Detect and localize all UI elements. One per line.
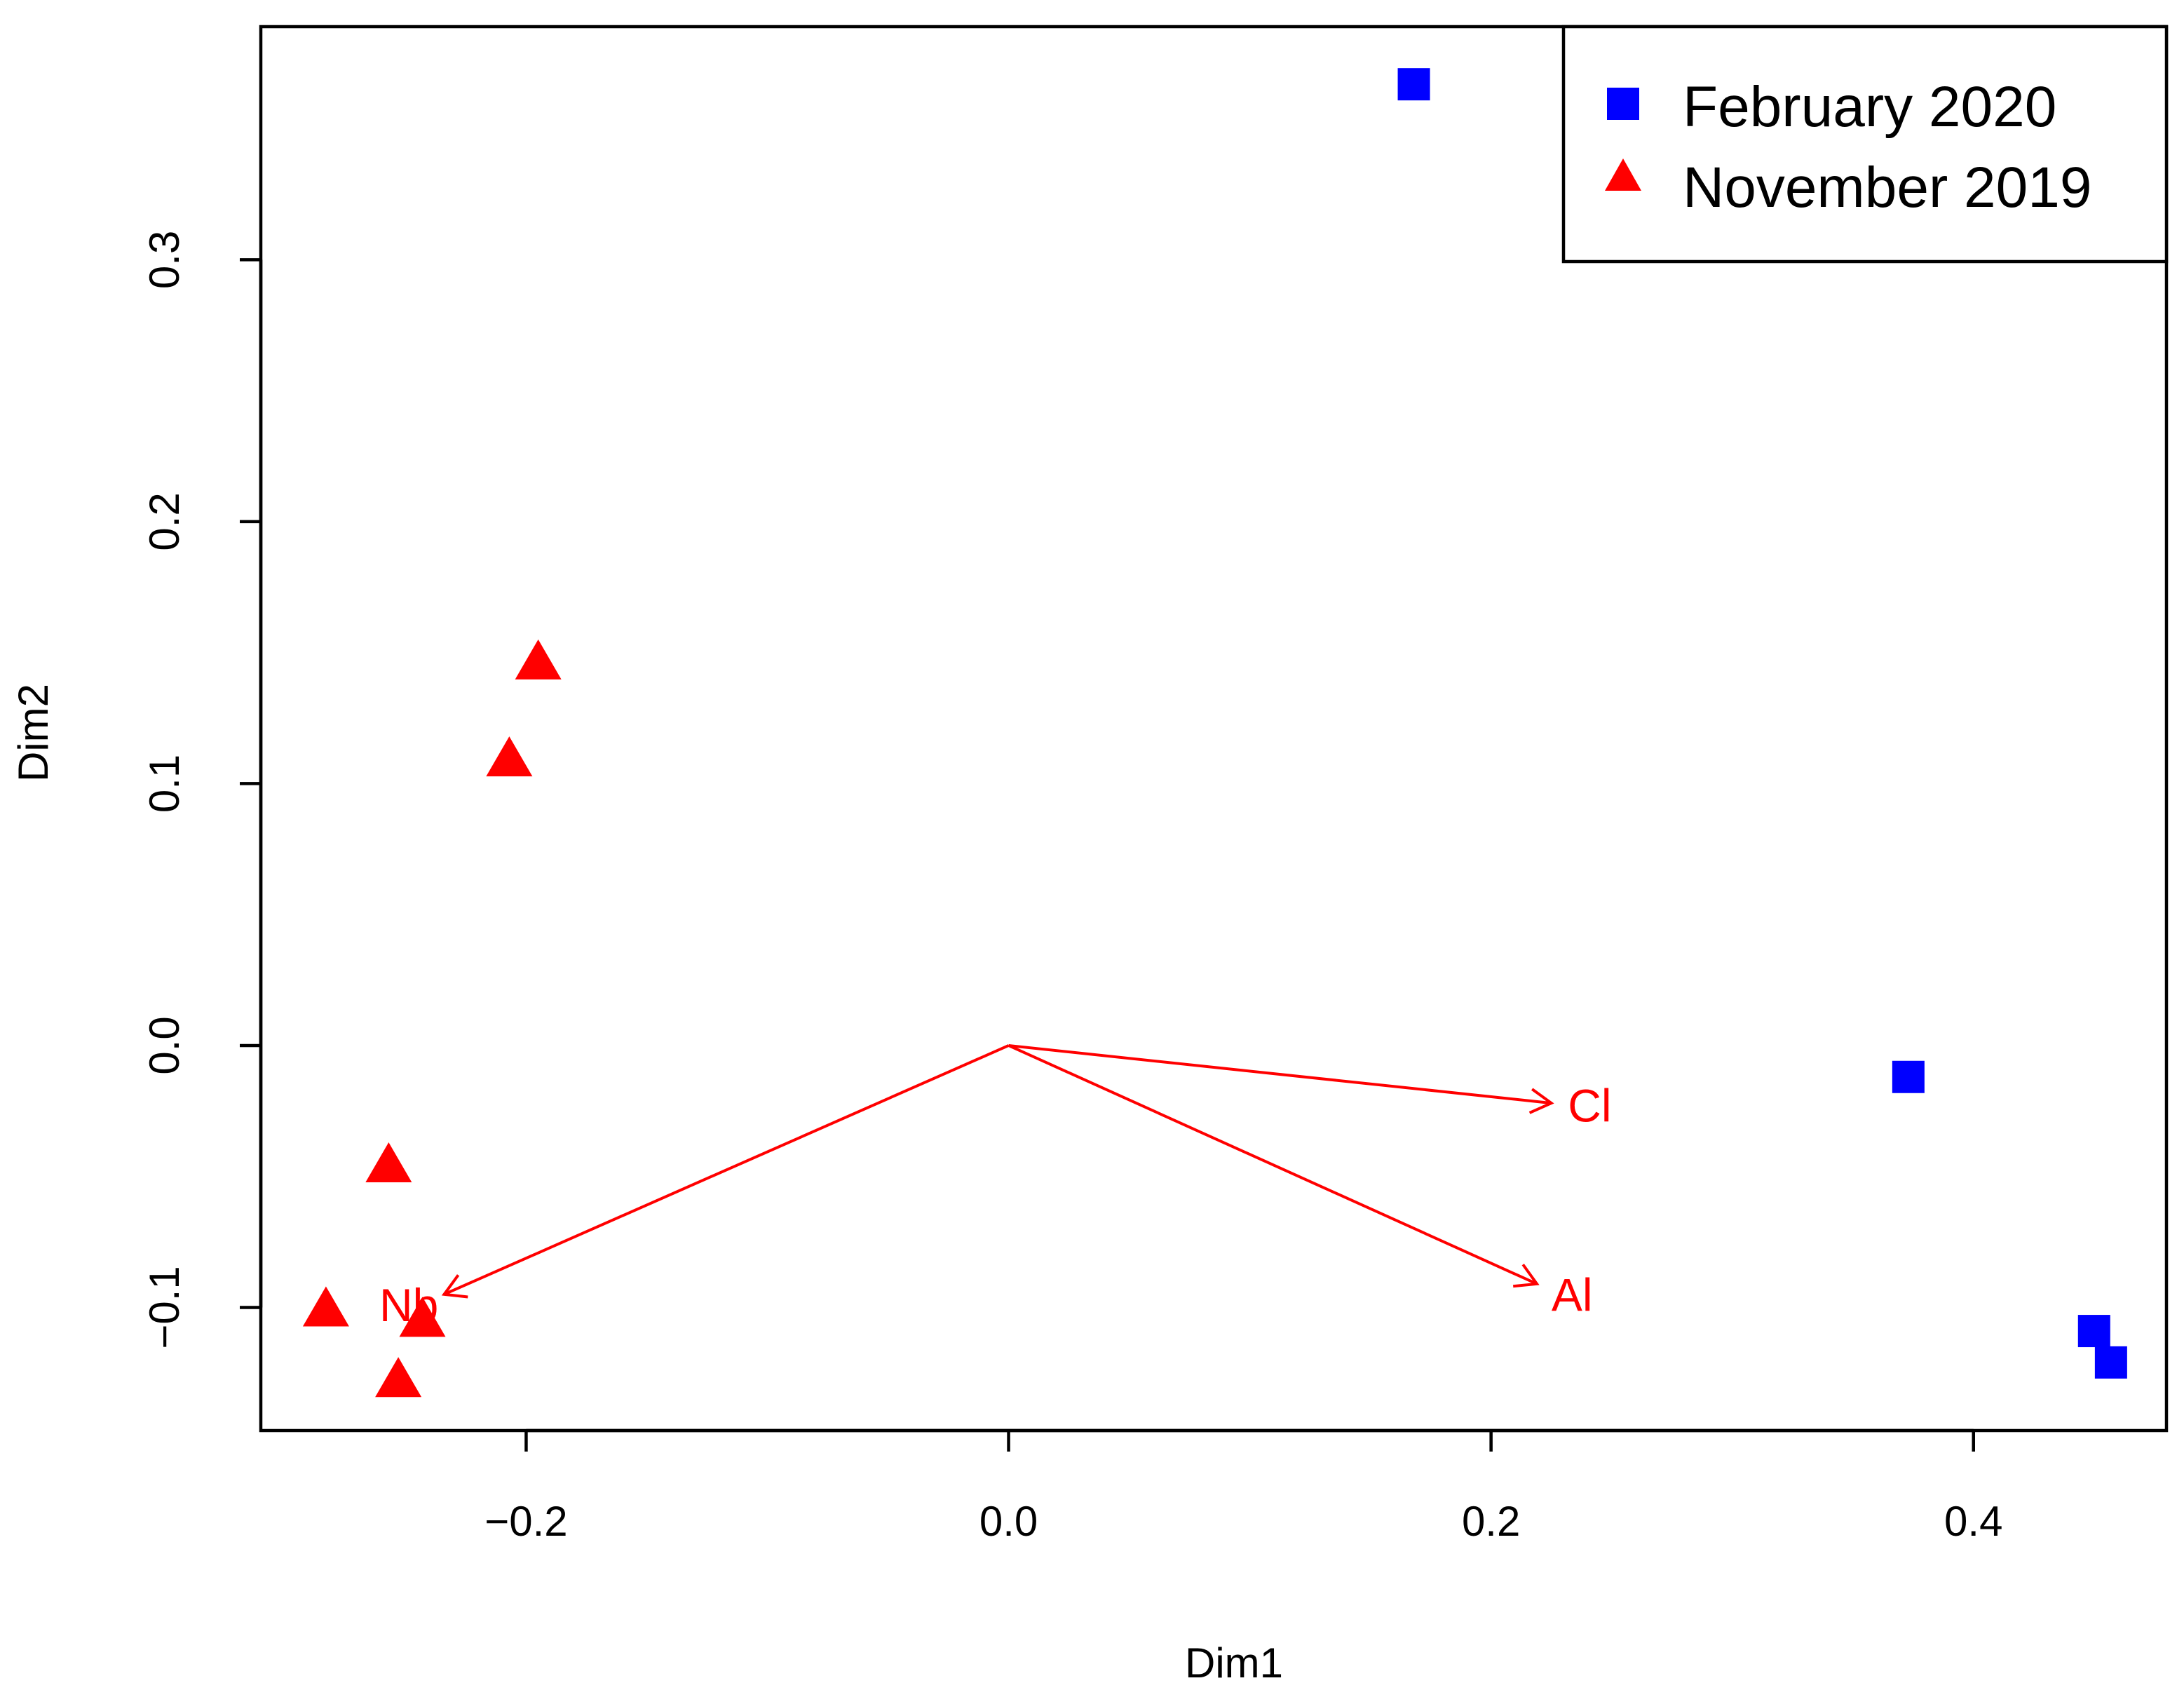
vector-line [1008, 1044, 1538, 1285]
y-tick-label: 0.1 [141, 755, 188, 813]
x-tick-label: 0.4 [1944, 1498, 2002, 1545]
x-axis-label: Dim1 [1185, 1640, 1283, 1686]
x-tick-label: 0.0 [979, 1498, 1038, 1545]
legend-label-february-2020: February 2020 [1683, 75, 2056, 139]
legend-triangle-icon [1605, 158, 1641, 191]
legend-label-november-2019: November 2019 [1683, 156, 2091, 219]
vector-arrowhead [1512, 1264, 1540, 1288]
vector-label-cl: Cl [1568, 1079, 1611, 1131]
point-november-2019 [399, 1297, 446, 1337]
y-tick-label: −0.1 [141, 1266, 188, 1348]
y-tick-label: 0.0 [141, 1016, 188, 1074]
point-february-2020 [1397, 68, 1430, 101]
vector-label-al: Al [1552, 1269, 1593, 1320]
point-february-2020 [2094, 1346, 2127, 1379]
y-tick-label: 0.2 [141, 492, 188, 550]
x-axis: −0.2 0.0 0.2 0.4 [484, 1428, 2002, 1545]
point-november-2019 [515, 639, 562, 680]
point-november-2019 [365, 1142, 412, 1183]
point-february-2020 [1892, 1060, 1925, 1093]
point-february-2020 [2077, 1315, 2110, 1348]
vector-arrowhead [1528, 1088, 1554, 1114]
x-tick-label: 0.2 [1462, 1498, 1520, 1545]
y-axis: −0.1 0.0 0.1 0.2 0.3 [141, 231, 263, 1349]
vector-line [1008, 1043, 1552, 1105]
x-tick-label: −0.2 [484, 1498, 567, 1545]
legend-square-icon [1607, 88, 1639, 120]
point-november-2019 [486, 736, 533, 777]
legend-box [1561, 25, 2169, 264]
y-tick-label: 0.3 [141, 231, 188, 289]
point-november-2019 [375, 1357, 422, 1398]
point-november-2019 [302, 1286, 349, 1327]
legend: February 2020 November 2019 [1561, 25, 2169, 264]
data-points [302, 68, 2127, 1398]
vector-arrowhead [441, 1274, 468, 1299]
y-axis-label: Dim2 [10, 684, 57, 782]
vector-line [443, 1044, 1010, 1296]
